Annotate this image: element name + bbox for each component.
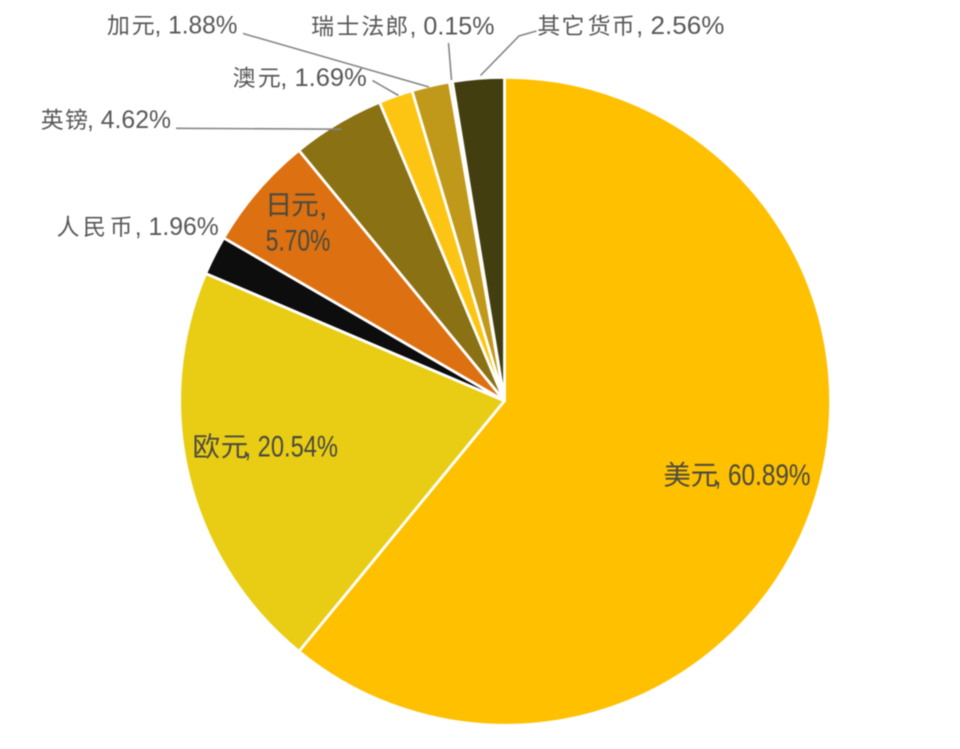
svg-text:, 1.69%: , 1.69% xyxy=(280,64,367,92)
svg-text:, 0.15%: , 0.15% xyxy=(410,13,495,41)
svg-text:, 1.88%: , 1.88% xyxy=(155,12,238,40)
svg-text:, 1.96%: , 1.96% xyxy=(135,213,219,241)
svg-text:,: , xyxy=(319,190,327,223)
svg-text:, 4.62%: , 4.62% xyxy=(87,106,171,134)
svg-text:, 20.54%: , 20.54% xyxy=(245,430,339,463)
svg-text:5.70%: 5.70% xyxy=(266,225,331,258)
svg-text:, 2.56%: , 2.56% xyxy=(636,12,725,40)
svg-text:, 60.89%: , 60.89% xyxy=(715,459,811,492)
